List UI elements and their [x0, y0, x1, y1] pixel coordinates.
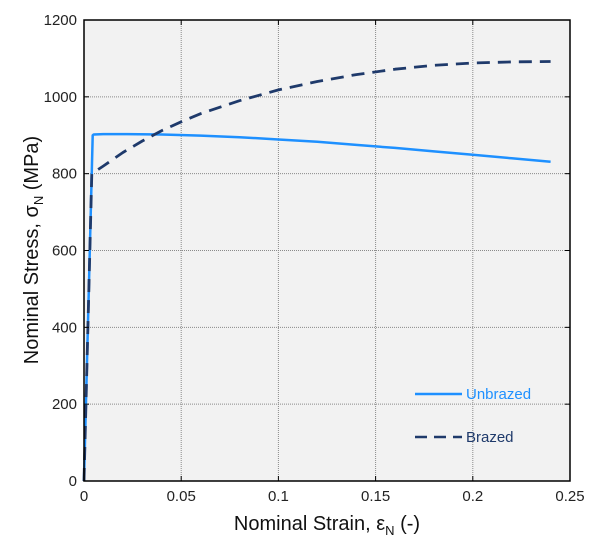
y-tick-label: 200 [52, 396, 77, 413]
y-tick-label: 600 [52, 243, 77, 260]
x-tick-label: 0.15 [361, 488, 390, 505]
x-axis-title: Nominal Strain, εN (-) [234, 513, 420, 538]
series-line-unbrazed [82, 132, 551, 482]
y-tick-label: 1000 [44, 89, 77, 106]
x-axis-ticks: 0 0.05 0.1 0.15 0.2 0.25 [80, 20, 585, 505]
grid-lines [84, 20, 570, 481]
x-tick-label: 0.2 [462, 488, 483, 505]
legend-label-brazed: Brazed [466, 429, 514, 446]
y-tick-label: 400 [52, 319, 77, 336]
x-tick-label: 0.05 [167, 488, 196, 505]
x-tick-label: 0 [80, 488, 88, 505]
x-tick-label: 0.1 [268, 488, 289, 505]
series-line-brazed [82, 60, 551, 482]
legend: Unbrazed Brazed [415, 386, 531, 446]
y-axis-title: Nominal Stress, σN (MPa) [21, 136, 46, 364]
series-lines [82, 60, 551, 482]
y-tick-label: 0 [69, 473, 77, 490]
y-tick-label: 1200 [44, 12, 77, 29]
y-axis-ticks: 0 200 400 600 800 1000 1200 [44, 12, 570, 490]
legend-label-unbrazed: Unbrazed [466, 386, 531, 403]
x-tick-label: 0.25 [555, 488, 584, 505]
y-tick-label: 800 [52, 166, 77, 183]
